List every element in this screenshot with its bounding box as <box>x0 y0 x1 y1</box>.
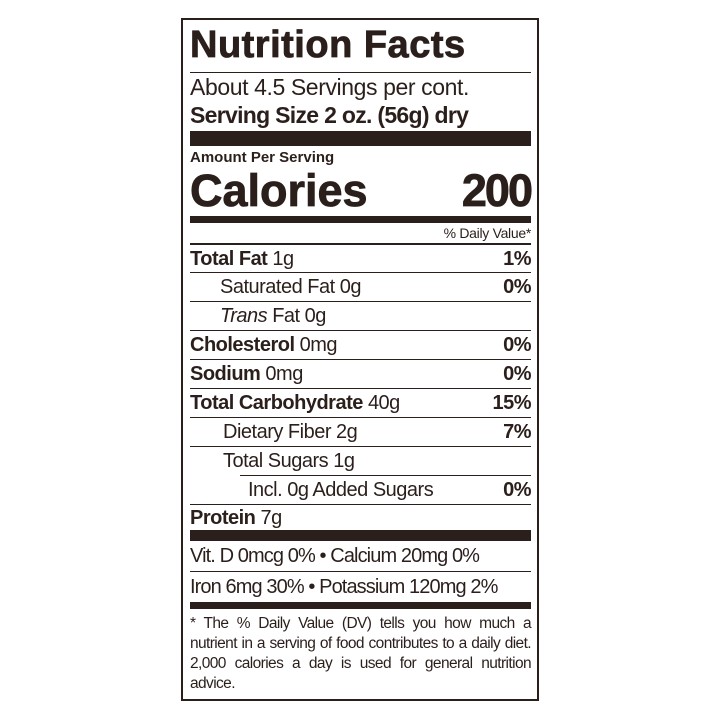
nutrient-row-cholesterol: Cholesterol 0mg 0% <box>190 330 531 359</box>
nutrient-name-rest: Fat <box>272 305 300 327</box>
amount-per-serving: Amount Per Serving <box>190 149 335 166</box>
nutrient-row-trans-fat: Trans Fat 0g <box>190 301 531 330</box>
nutrient-name: Saturated Fat <box>220 276 335 298</box>
nutrient-row-saturated-fat: Saturated Fat 0g 0% <box>190 272 531 301</box>
nutrient-name: Total Fat <box>190 247 268 270</box>
nutrient-amount: 7g <box>260 507 282 529</box>
nutrition-facts-label: Nutrition Facts About 4.5 Servings per c… <box>181 18 539 701</box>
nutrient-name: Trans <box>220 305 268 327</box>
divider-thick <box>190 131 531 146</box>
nutrient-dv: 15% <box>492 392 531 414</box>
daily-value-header: % Daily Value* <box>443 225 532 241</box>
nutrient-amount: 0mg <box>265 363 303 385</box>
nutrient-dv: 0% <box>503 334 531 356</box>
nutrient-name: Cholesterol <box>190 334 295 356</box>
nutrient-amount: 0mg <box>299 334 338 356</box>
nutrient-amount: 2g <box>336 421 358 443</box>
calories-row: Calories 200 <box>190 165 534 216</box>
micronutrient-row: Iron 6mg 30% • Potassium 120mg 2% <box>190 571 531 601</box>
label-title: Nutrition Facts <box>190 24 466 67</box>
nutrient-dv: 0% <box>503 478 531 501</box>
nutrient-dv: 0% <box>503 276 531 298</box>
nutrient-row-total-sugars: Total Sugars 1g <box>190 446 531 475</box>
nutrient-name: Total Carbohydrate <box>190 392 363 414</box>
nutrient-row-total-fat: Total Fat 1g 1% <box>190 243 531 272</box>
calories-label: Calories <box>190 165 368 216</box>
nutrient-name: Total Sugars <box>223 450 329 472</box>
footnote: * The % Daily Value (DV) tells you how m… <box>190 615 532 692</box>
micronutrient-row: Vit. D 0mcg 0% • Calcium 20mg 0% <box>190 545 480 567</box>
divider-medium <box>190 216 531 223</box>
nutrient-row-total-carbohydrate: Total Carbohydrate 40g 15% <box>190 388 531 417</box>
servings-per-container: About 4.5 Servings per cont. <box>190 72 531 101</box>
serving-size: Serving Size 2 oz. (56g) dry <box>190 102 469 128</box>
nutrient-dv: 0% <box>503 363 531 385</box>
nutrient-amount: 1g <box>272 247 294 270</box>
divider-medium <box>190 602 531 609</box>
nutrient-row-sodium: Sodium 0mg 0% <box>190 359 531 388</box>
calories-value: 200 <box>461 165 534 216</box>
nutrient-row-dietary-fiber: Dietary Fiber 2g 7% <box>190 417 531 446</box>
nutrient-name: Protein <box>190 507 256 529</box>
nutrient-name: Dietary Fiber <box>223 421 331 443</box>
nutrient-amount: 40g <box>367 392 400 414</box>
nutrient-name: Sodium <box>190 363 261 385</box>
nutrient-row-added-sugars: Incl. 0g Added Sugars 0% <box>190 475 531 504</box>
nutrient-row-protein: Protein 7g <box>190 504 531 530</box>
nutrient-amount: 1g <box>333 450 355 472</box>
nutrient-amount: 0g <box>339 276 362 298</box>
nutrient-name: Incl. 0g Added Sugars <box>248 478 434 501</box>
nutrient-dv: 7% <box>503 421 531 443</box>
nutrient-amount: 0g <box>304 305 327 327</box>
divider-thick <box>190 530 531 541</box>
nutrient-dv: 1% <box>503 247 531 270</box>
